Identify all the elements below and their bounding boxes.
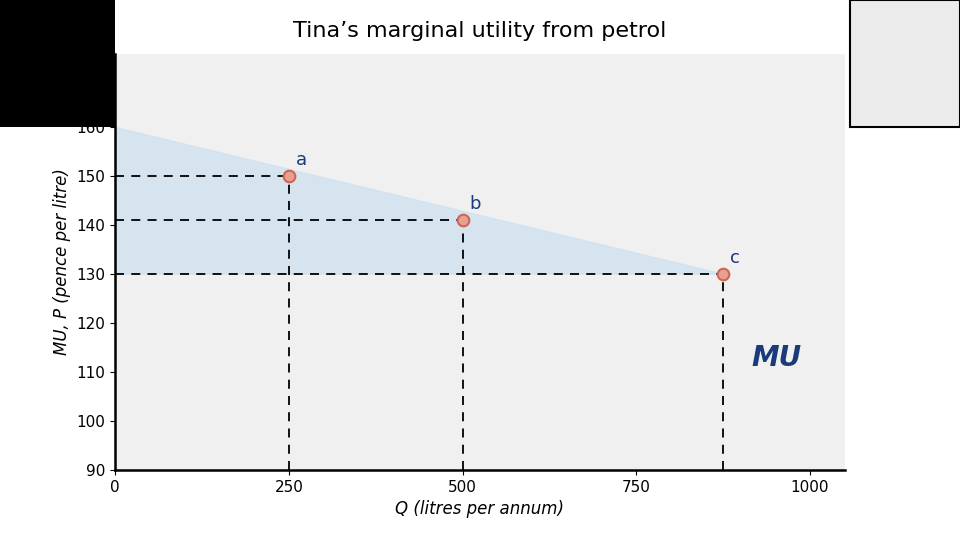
- X-axis label: Q (litres per annum): Q (litres per annum): [396, 500, 564, 518]
- Point: [715, 270, 731, 279]
- Text: a: a: [296, 151, 307, 169]
- Polygon shape: [115, 127, 723, 274]
- Text: c: c: [731, 249, 740, 267]
- Text: b: b: [469, 195, 481, 213]
- Title: Tina’s marginal utility from petrol: Tina’s marginal utility from petrol: [294, 22, 666, 42]
- Text: MU: MU: [751, 344, 801, 372]
- Point: [455, 216, 470, 225]
- Y-axis label: MU, P (pence per litre): MU, P (pence per litre): [53, 168, 71, 355]
- Point: [281, 172, 297, 180]
